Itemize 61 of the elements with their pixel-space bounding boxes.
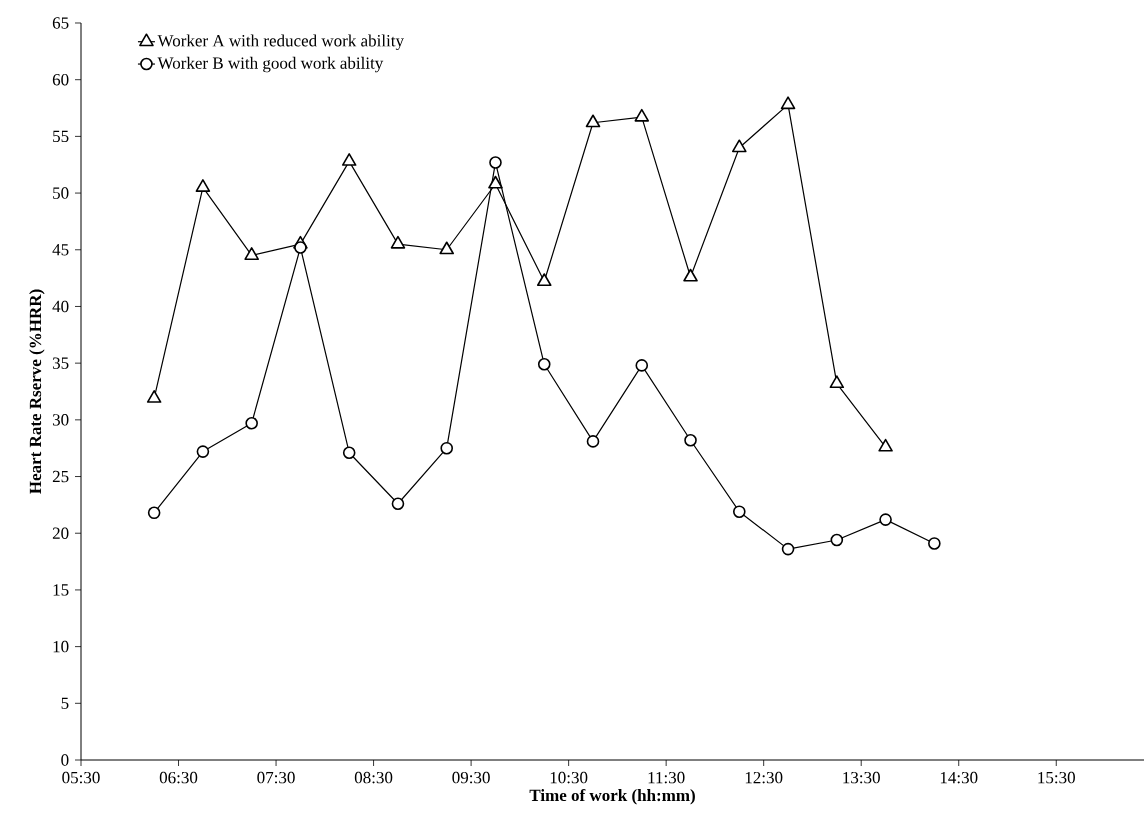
x-tick-label: 11:30 <box>648 771 685 784</box>
point <box>294 241 307 254</box>
y-tick-label: 5 <box>61 697 69 709</box>
point <box>196 445 210 458</box>
point <box>440 441 454 455</box>
y-tick-label: 25 <box>52 470 69 483</box>
point <box>146 390 162 403</box>
point <box>341 153 357 166</box>
point <box>634 108 650 122</box>
point <box>830 533 844 547</box>
x-tick-label: 06:30 <box>159 771 198 784</box>
y-tick-label: 45 <box>52 244 69 256</box>
point <box>780 96 796 110</box>
x-tick-label: 14:30 <box>940 771 978 784</box>
x-tick-label: 08:30 <box>354 771 393 784</box>
x-tick-label: 07:30 <box>257 771 295 784</box>
x-tick-label: 10:30 <box>550 771 588 784</box>
point <box>245 416 258 430</box>
point <box>536 273 552 287</box>
x-tick-label: 12:30 <box>745 771 783 784</box>
y-tick-label: 20 <box>52 527 69 539</box>
y-tick-label: 10 <box>53 640 69 653</box>
point <box>635 359 649 372</box>
y-axis-title: Heart Rate Rserve (%HRR) <box>29 289 45 494</box>
point <box>878 438 893 452</box>
x-tick-label: 05:30 <box>62 771 100 784</box>
legend-label: Worker A with reduced work ability <box>157 34 404 51</box>
y-tick-label: 60 <box>52 73 69 86</box>
point <box>586 435 600 448</box>
point <box>781 542 795 556</box>
y-tick-label: 15 <box>53 584 69 596</box>
x-tick-label: 13:30 <box>843 771 880 784</box>
point <box>537 357 551 371</box>
y-tick-label: 40 <box>52 300 69 313</box>
point <box>390 235 406 249</box>
point <box>342 446 356 460</box>
x-tick-label: 15:30 <box>1038 771 1075 784</box>
y-tick-label: 30 <box>52 414 69 426</box>
y-tick-label: 55 <box>53 130 69 143</box>
point <box>683 268 698 282</box>
y-tick-label: 0 <box>61 754 69 766</box>
y-tick-label: 50 <box>53 187 69 199</box>
point <box>391 497 405 511</box>
point <box>244 247 259 260</box>
y-tick-label: 35 <box>52 357 69 369</box>
point <box>195 179 211 192</box>
point <box>684 433 697 447</box>
point <box>147 506 161 520</box>
point <box>732 139 747 153</box>
point <box>733 505 746 518</box>
y-tick-label: 65 <box>52 17 69 29</box>
point <box>439 241 455 255</box>
point <box>879 513 892 526</box>
x-axis-title: Time of work (hh:mm) <box>529 788 695 805</box>
point <box>829 375 845 389</box>
x-tick-label: 09:30 <box>452 771 490 784</box>
point <box>489 156 502 169</box>
point <box>488 175 503 189</box>
point <box>928 537 941 550</box>
point <box>585 114 601 128</box>
legend-label: Worker B with good work ability <box>157 56 384 73</box>
